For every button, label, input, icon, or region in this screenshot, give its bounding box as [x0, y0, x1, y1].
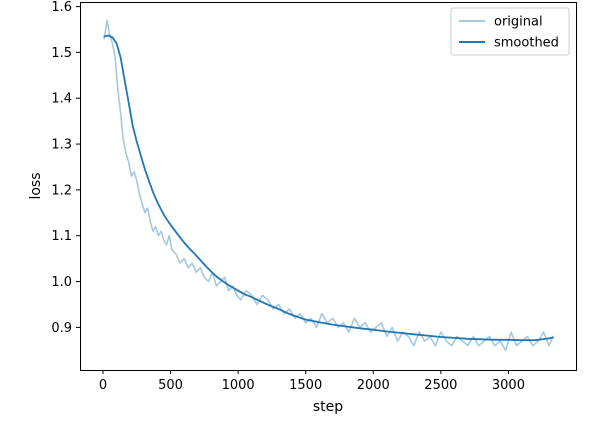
y-axis-label: loss — [28, 172, 44, 199]
legend: original smoothed — [450, 7, 570, 56]
x-axis-label: step — [313, 399, 343, 415]
x-tick-label: 0 — [99, 378, 107, 393]
legend-label-smoothed: smoothed — [494, 36, 559, 51]
x-tick-label: 1500 — [289, 378, 322, 393]
series-layer — [103, 19, 554, 352]
y-tick-label: 1.0 — [51, 275, 72, 290]
x-axis-ticks: 0 500 1000 1500 2000 2500 3000 — [99, 370, 525, 393]
y-tick-label: 1.5 — [51, 46, 72, 61]
plot-area — [80, 2, 576, 370]
y-tick-label: 1.4 — [51, 92, 72, 107]
x-tick-label: 2000 — [357, 378, 390, 393]
x-tick-label: 1000 — [222, 378, 255, 393]
legend-label-original: original — [494, 15, 543, 30]
y-tick-label: 1.1 — [51, 229, 72, 244]
axes-frame — [80, 2, 577, 371]
y-tick-label: 1.2 — [51, 183, 72, 198]
x-tick-label: 500 — [158, 378, 183, 393]
legend-box — [450, 7, 570, 56]
series-line-smoothed — [103, 34, 554, 342]
x-tick-label: 3000 — [492, 378, 525, 393]
y-tick-label: 0.9 — [51, 321, 72, 336]
y-tick-label: 1.6 — [51, 0, 72, 15]
series-line-original — [103, 19, 554, 352]
y-tick-label: 1.3 — [51, 138, 72, 153]
y-axis-ticks: 0.9 1.0 1.1 1.2 1.3 1.4 1.5 1.6 — [51, 0, 80, 336]
x-tick-label: 2500 — [424, 378, 457, 393]
